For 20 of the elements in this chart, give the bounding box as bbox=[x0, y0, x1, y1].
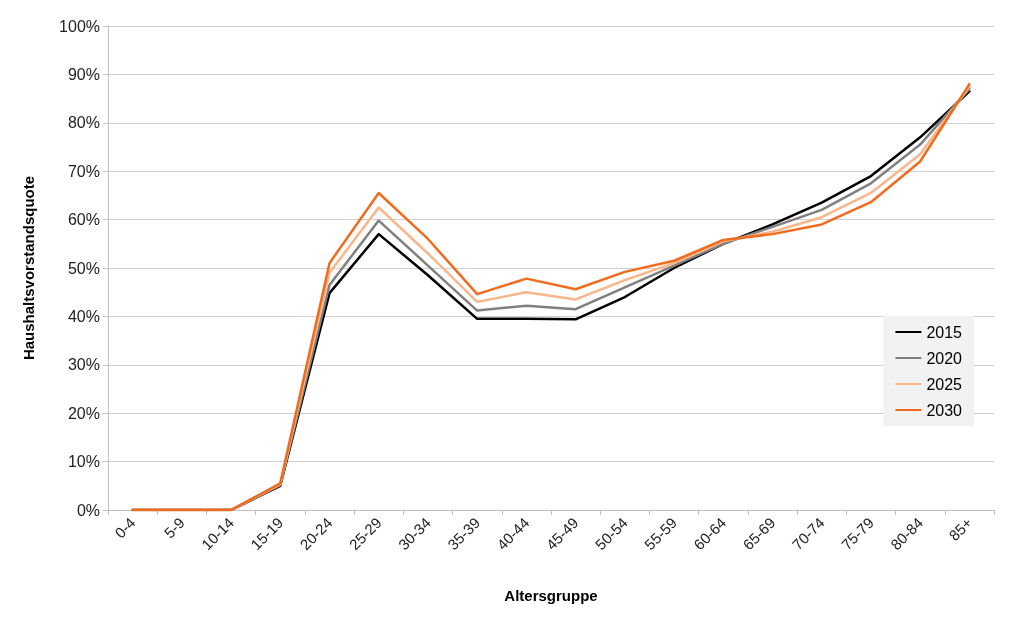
legend-label: 2025 bbox=[926, 375, 963, 393]
x-axis-title: Altersgruppe bbox=[504, 587, 598, 604]
y-tick-label: 20% bbox=[67, 404, 100, 422]
y-tick-label: 60% bbox=[67, 211, 100, 229]
y-tick-label: 80% bbox=[67, 114, 100, 132]
x-tick-label: 85+ bbox=[945, 513, 976, 544]
y-tick-label: 90% bbox=[67, 65, 100, 83]
y-tick-label: 0% bbox=[76, 501, 100, 519]
y-tick-label: 10% bbox=[67, 453, 100, 471]
y-tick-label: 40% bbox=[67, 307, 100, 325]
x-tick-label: 5-9 bbox=[160, 513, 188, 542]
x-tick-label: 0-4 bbox=[111, 513, 139, 542]
y-tick-label: 100% bbox=[59, 17, 100, 35]
legend-label: 2015 bbox=[926, 323, 963, 341]
legend-label: 2030 bbox=[926, 401, 963, 419]
legend-label: 2020 bbox=[926, 349, 963, 367]
y-tick-label: 70% bbox=[67, 162, 100, 180]
y-axis-title: Haushaltsvorstandsquote bbox=[20, 175, 37, 361]
y-tick-label: 50% bbox=[67, 259, 100, 277]
y-tick-label: 30% bbox=[67, 356, 100, 374]
